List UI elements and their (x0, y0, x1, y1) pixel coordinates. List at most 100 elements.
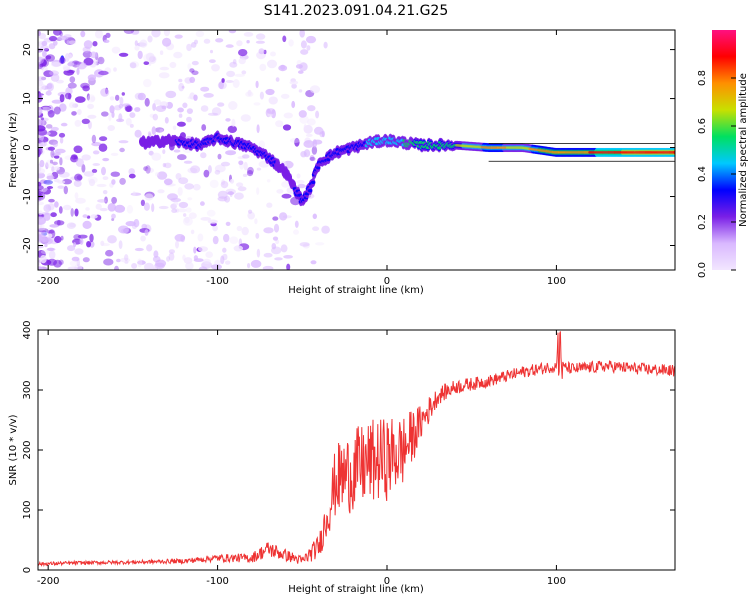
noise-blob (201, 124, 207, 131)
noise-blob (275, 77, 280, 82)
noise-blob (38, 76, 46, 81)
noise-blob (90, 214, 98, 219)
noise-blob (116, 258, 121, 263)
noise-blob (262, 265, 274, 270)
noise-blob (46, 83, 53, 90)
noise-blob (83, 40, 93, 49)
noise-blob (178, 201, 189, 209)
noise-blob (189, 68, 195, 73)
noise-blob (265, 88, 275, 96)
noise-blob (83, 171, 95, 177)
noise-blob (175, 173, 182, 180)
noise-blob (45, 162, 49, 170)
colorbar-tick-label: 0.6 (697, 118, 708, 134)
noise-blob (182, 102, 188, 109)
spectrogram-x-tick-label: 0 (384, 276, 390, 287)
noise-blob (162, 37, 172, 47)
noise-blob (91, 134, 97, 144)
noise-blob (225, 44, 234, 48)
noise-blob (275, 239, 280, 245)
noise-blob (38, 229, 46, 234)
noise-blob (246, 170, 254, 177)
noise-blob (165, 90, 177, 99)
figure-title: S141.2023.091.04.21.G25 (264, 3, 449, 19)
noise-blob (86, 241, 92, 248)
noise-blob (93, 56, 103, 63)
noise-blob (177, 187, 183, 196)
noise-blob (152, 266, 157, 270)
noise-blob (247, 263, 251, 269)
noise-blob (243, 161, 248, 171)
noise-blob (303, 140, 315, 148)
noise-blob (74, 61, 82, 65)
noise-blob (62, 178, 72, 185)
noise-blob (236, 225, 243, 232)
noise-blob (209, 59, 216, 63)
noise-blob (124, 254, 129, 262)
noise-blob (77, 109, 82, 115)
noise-blob (54, 201, 59, 208)
noise-blob (313, 139, 323, 145)
noise-blob (50, 126, 59, 132)
noise-blob (175, 240, 179, 249)
noise-blob (299, 242, 310, 247)
noise-blob (191, 70, 199, 76)
noise-blob (241, 226, 249, 236)
noise-blob (155, 172, 160, 177)
colorbar-label: Normalized spectral amplitude (738, 73, 749, 227)
noise-blob (225, 221, 231, 226)
noise-blob (40, 76, 47, 81)
noise-blob (64, 92, 72, 100)
noise-blob (305, 35, 317, 44)
noise-blob (57, 185, 65, 189)
noise-blob (38, 107, 43, 116)
noise-blob (203, 38, 211, 44)
noise-blob (131, 263, 138, 269)
noise-blob (228, 101, 238, 110)
noise-blob (115, 94, 120, 101)
noise-blob (71, 111, 77, 116)
noise-blob (86, 93, 90, 101)
noise-blob (76, 67, 80, 76)
noise-blob (202, 258, 211, 265)
noise-blob (91, 142, 102, 147)
noise-blob (140, 199, 145, 206)
noise-blob (232, 59, 237, 65)
noise-blob (184, 183, 194, 190)
noise-blob (200, 152, 207, 159)
noise-blob (67, 82, 77, 89)
noise-blob (222, 247, 227, 253)
noise-blob (128, 168, 135, 175)
noise-blob (48, 250, 56, 260)
noise-blob (119, 177, 126, 185)
noise-blob (91, 168, 98, 173)
noise-blob (48, 198, 55, 203)
noise-blob (263, 252, 273, 258)
noise-blob (66, 53, 73, 59)
noise-blob (297, 183, 306, 189)
noise-blob (38, 185, 44, 190)
noise-blob (300, 40, 307, 49)
noise-blob (125, 221, 136, 227)
noise-blob (166, 256, 171, 262)
noise-blob (38, 228, 49, 233)
noise-blob (38, 125, 46, 132)
noise-blob (89, 233, 94, 243)
noise-blob (256, 167, 262, 171)
noise-blob (232, 79, 240, 88)
noise-blob (181, 85, 185, 89)
noise-blob (255, 232, 260, 239)
noise-blob (158, 72, 170, 79)
noise-blob (209, 179, 219, 189)
snr-x-axis-label: Height of straight line (km) (288, 584, 424, 595)
noise-blob (59, 31, 63, 37)
noise-blob (92, 150, 100, 155)
noise-blob (187, 197, 193, 201)
noise-blob (200, 217, 211, 221)
noise-blob (137, 260, 146, 265)
noise-blob (280, 93, 290, 99)
noise-blob (38, 30, 41, 36)
noise-blob (41, 41, 48, 46)
noise-blob (315, 242, 325, 246)
noise-blob (82, 220, 92, 229)
